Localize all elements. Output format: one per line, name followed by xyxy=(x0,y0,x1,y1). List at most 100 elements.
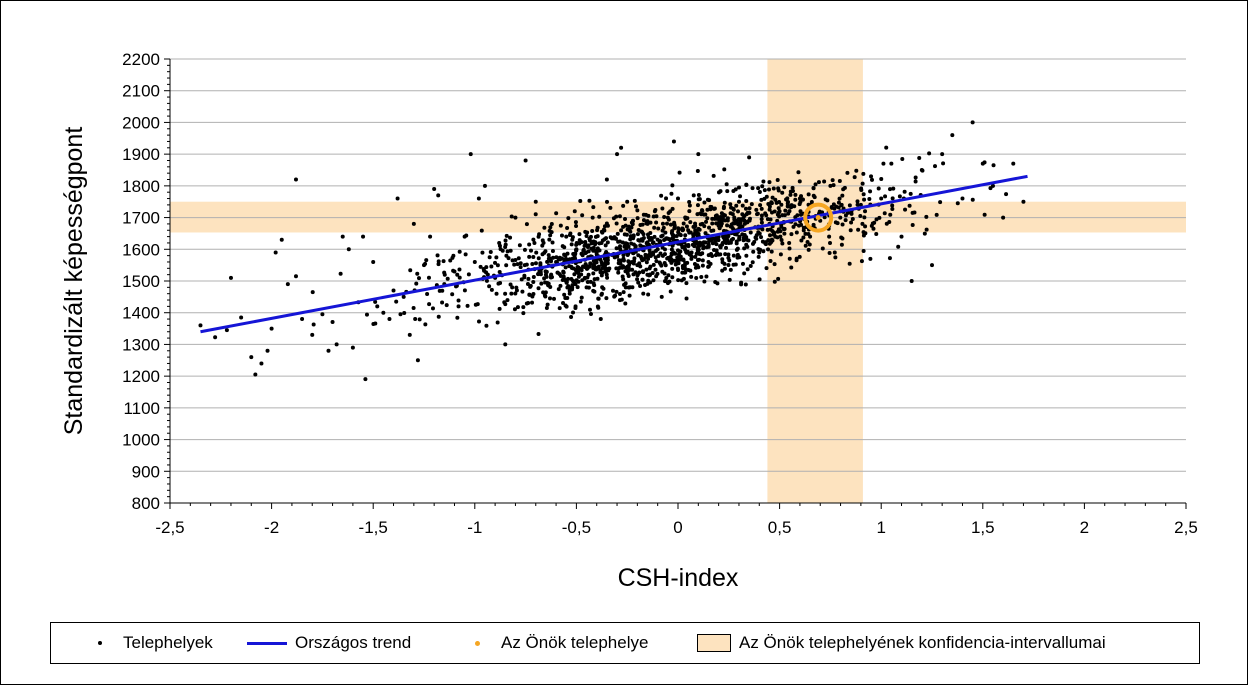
data-point xyxy=(527,254,532,259)
data-point xyxy=(842,185,847,190)
data-point xyxy=(536,286,541,291)
data-point xyxy=(614,221,619,226)
data-point xyxy=(790,188,795,193)
data-point xyxy=(253,372,258,377)
data-point xyxy=(684,249,689,254)
data-point xyxy=(640,269,645,274)
data-point xyxy=(518,265,523,270)
data-point xyxy=(502,300,507,305)
data-point xyxy=(497,269,502,274)
data-point xyxy=(651,262,656,267)
data-point xyxy=(550,248,555,253)
x-tick-label: 2,5 xyxy=(1174,518,1198,537)
data-point xyxy=(401,294,406,299)
data-point xyxy=(510,285,515,290)
data-point xyxy=(300,317,305,322)
trend-line xyxy=(200,174,1028,334)
data-point xyxy=(641,291,646,296)
data-point xyxy=(879,176,884,181)
orange-dot-marker-icon xyxy=(463,633,493,653)
data-point xyxy=(513,291,518,296)
data-point xyxy=(718,244,723,249)
data-point xyxy=(515,262,520,267)
data-point xyxy=(772,232,777,237)
data-point xyxy=(840,222,845,227)
data-point xyxy=(669,260,674,265)
data-point xyxy=(910,210,915,215)
y-tick-label: 1800 xyxy=(122,177,160,196)
data-point xyxy=(503,342,508,347)
data-point xyxy=(734,247,739,252)
data-point xyxy=(531,255,536,260)
legend-item-telephelyek: Telephelyek xyxy=(85,623,213,663)
data-point xyxy=(728,202,733,207)
data-point xyxy=(869,223,874,228)
data-point xyxy=(478,264,483,269)
data-point xyxy=(871,226,876,231)
data-point xyxy=(531,280,536,285)
data-point xyxy=(686,243,691,248)
data-point xyxy=(742,271,747,276)
data-point xyxy=(644,267,649,272)
x-tick-label: -2,5 xyxy=(155,518,184,537)
data-point xyxy=(782,231,787,236)
data-point xyxy=(563,303,568,308)
data-point xyxy=(527,292,532,297)
data-point xyxy=(672,222,677,227)
data-point xyxy=(771,186,776,191)
data-point xyxy=(670,206,675,211)
data-point xyxy=(910,222,915,227)
data-point xyxy=(644,260,649,265)
data-point xyxy=(487,284,492,289)
data-point xyxy=(444,303,449,308)
data-points xyxy=(198,120,1026,382)
x-tick-label: 1,5 xyxy=(971,518,995,537)
data-point xyxy=(662,237,667,242)
data-point xyxy=(647,248,652,253)
data-point xyxy=(725,189,730,194)
data-point xyxy=(651,250,656,255)
data-point xyxy=(582,243,587,248)
data-point xyxy=(774,200,779,205)
data-point xyxy=(531,292,536,297)
data-point xyxy=(659,193,664,198)
data-point xyxy=(706,253,711,258)
data-point xyxy=(773,197,778,202)
data-point xyxy=(890,203,895,208)
data-point xyxy=(702,279,707,284)
data-point xyxy=(745,210,750,215)
data-point xyxy=(743,206,748,211)
data-point xyxy=(731,253,736,258)
data-point xyxy=(623,241,628,246)
data-point xyxy=(745,220,750,225)
data-point xyxy=(820,246,825,251)
data-point xyxy=(782,185,787,190)
data-point xyxy=(635,277,640,282)
data-point xyxy=(848,228,853,233)
data-point xyxy=(982,160,987,165)
data-point xyxy=(782,226,787,231)
data-point xyxy=(809,199,814,204)
data-point xyxy=(767,241,772,246)
data-point xyxy=(614,289,619,294)
data-point xyxy=(640,258,645,263)
data-point xyxy=(440,288,445,293)
data-point xyxy=(775,212,780,217)
data-point xyxy=(546,256,551,261)
data-point xyxy=(832,250,837,255)
data-point xyxy=(334,342,339,347)
data-point xyxy=(586,285,591,290)
data-point xyxy=(540,252,545,257)
data-point xyxy=(340,234,345,239)
data-point xyxy=(670,183,675,188)
data-point xyxy=(735,252,740,257)
data-point xyxy=(858,214,863,219)
data-point xyxy=(627,262,632,267)
data-point xyxy=(1004,192,1009,197)
data-point xyxy=(493,260,498,265)
x-axis-title: CSH-index xyxy=(618,564,739,592)
data-point xyxy=(676,261,681,266)
data-point xyxy=(588,234,593,239)
data-point xyxy=(556,287,561,292)
data-point xyxy=(678,233,683,238)
